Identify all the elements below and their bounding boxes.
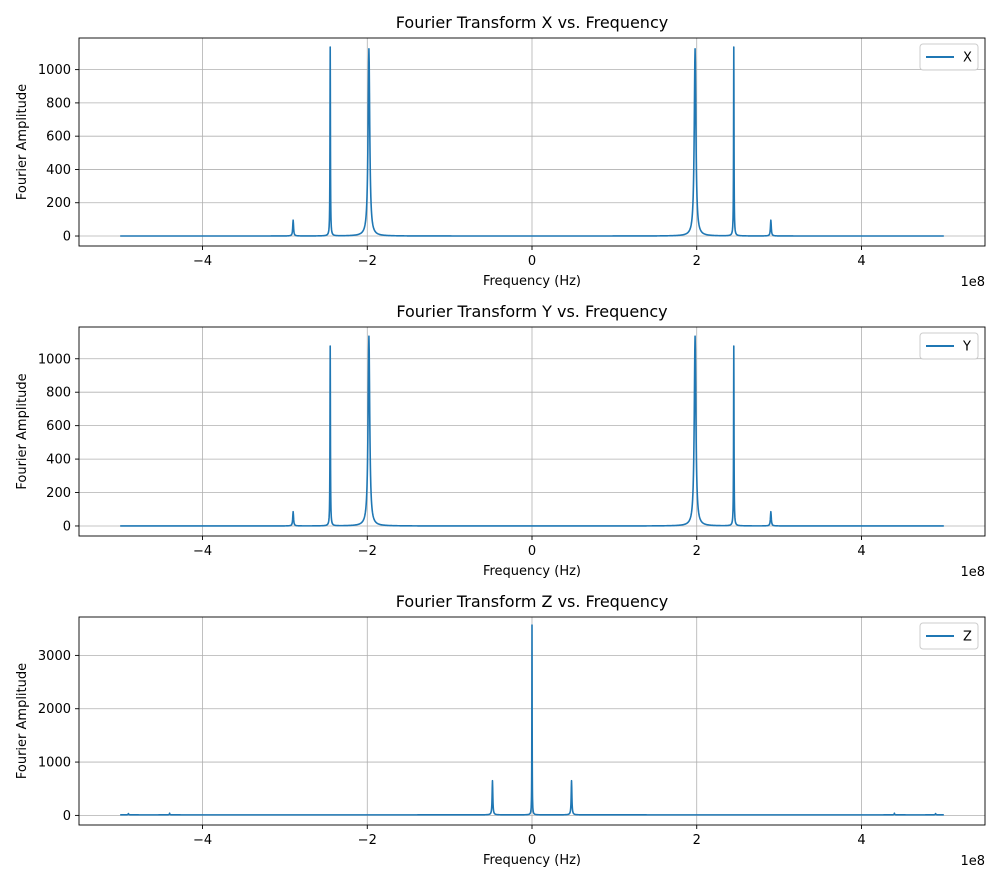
x-tick-label: 4 xyxy=(857,544,865,559)
x-offset-text: 1e8 xyxy=(960,275,985,290)
legend: Z xyxy=(919,622,979,650)
y-tick-label: 0 xyxy=(63,519,71,534)
legend: Y xyxy=(919,332,979,360)
x-tick-label: −2 xyxy=(358,254,377,269)
legend: X xyxy=(919,43,979,71)
legend-entry-label: X xyxy=(963,51,972,66)
x-tick-label: 4 xyxy=(857,254,865,269)
x-tick-label: −2 xyxy=(358,833,377,848)
chart-title: Fourier Transform Z vs. Frequency xyxy=(396,592,668,611)
chart-title: Fourier Transform Y vs. Frequency xyxy=(396,302,667,321)
series-line-z xyxy=(119,624,945,816)
x-offset-text: 1e8 xyxy=(960,854,985,869)
legend-entry-label: Z xyxy=(963,630,972,645)
y-tick-label: 1000 xyxy=(38,63,71,78)
legend-entry-label: Y xyxy=(962,340,971,355)
y-tick-label: 0 xyxy=(63,230,71,245)
y-tick-label: 2000 xyxy=(38,702,71,717)
y-tick-label: 800 xyxy=(46,386,71,401)
y-tick-label: 200 xyxy=(46,486,71,501)
x-tick-label: 0 xyxy=(528,833,536,848)
x-tick-label: 0 xyxy=(528,544,536,559)
y-tick-label: 800 xyxy=(46,96,71,111)
x-tick-label: 4 xyxy=(857,833,865,848)
chart-title: Fourier Transform X vs. Frequency xyxy=(396,13,668,32)
y-axis-label: Fourier Amplitude xyxy=(15,373,30,489)
x-axis-label: Frequency (Hz) xyxy=(483,853,581,868)
x-tick-label: −4 xyxy=(193,544,212,559)
y-tick-label: 400 xyxy=(46,453,71,468)
x-tick-label: −4 xyxy=(193,254,212,269)
x-tick-label: 2 xyxy=(693,833,701,848)
y-tick-label: 3000 xyxy=(38,649,71,664)
x-tick-label: −4 xyxy=(193,833,212,848)
y-tick-label: 600 xyxy=(46,130,71,145)
x-tick-label: 2 xyxy=(693,254,701,269)
series-line-y xyxy=(119,335,945,527)
y-tick-label: 1000 xyxy=(38,352,71,367)
y-tick-label: 400 xyxy=(46,163,71,178)
y-tick-label: 600 xyxy=(46,419,71,434)
x-tick-label: 2 xyxy=(693,544,701,559)
subplot-1: −4 −2 0 2 4 0 200 400 600 800 1000 Fourier Transfor… xyxy=(15,13,986,290)
y-tick-label: 0 xyxy=(63,809,71,824)
x-tick-label: −2 xyxy=(358,544,377,559)
y-axis-label: Fourier Amplitude xyxy=(15,663,30,779)
x-axis-label: Frequency (Hz) xyxy=(483,564,581,579)
subplot-2: −4 −2 0 2 4 0 200 400 600 800 1000 Fourier Transfor… xyxy=(15,302,986,580)
subplot-3: −4 −2 0 2 4 0 1000 2000 3000 Fourier Transform Z … xyxy=(15,592,986,869)
y-axis-label: Fourier Amplitude xyxy=(15,84,30,200)
series-line-x xyxy=(119,46,945,237)
x-axis-label: Frequency (Hz) xyxy=(483,274,581,289)
x-offset-text: 1e8 xyxy=(960,565,985,580)
x-tick-label: 0 xyxy=(528,254,536,269)
y-tick-label: 1000 xyxy=(38,756,71,771)
y-tick-label: 200 xyxy=(46,196,71,211)
